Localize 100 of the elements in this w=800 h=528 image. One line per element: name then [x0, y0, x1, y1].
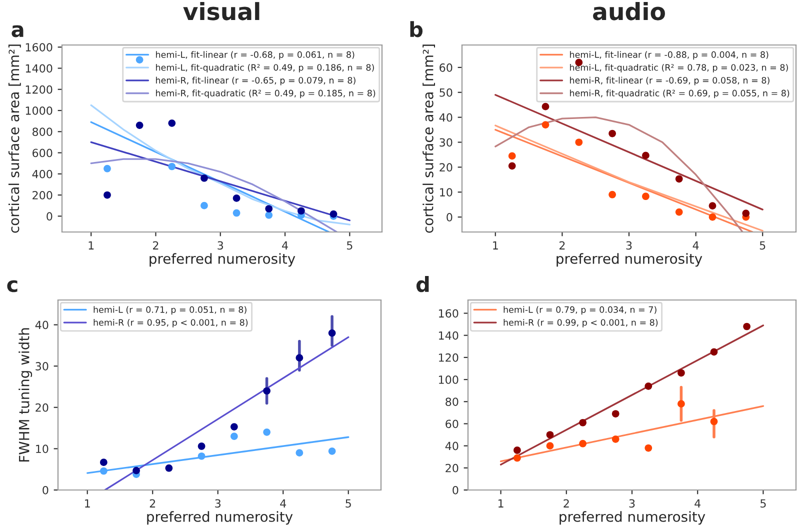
y-tick-label: 20 — [36, 403, 48, 412]
legend-label: hemi-R, fit-linear (r = -0.65, p = 0.079, n = 8) — [156, 76, 356, 86]
legend-label: hemi-R, fit-quadratic (R² = 0.69, p = 0.055, n = 8) — [570, 90, 790, 98]
x-tick-label: 4 — [692, 241, 699, 250]
point — [230, 423, 238, 430]
point — [642, 152, 650, 160]
y-tick-label: 50 — [440, 88, 452, 97]
y-tick-label: 600 — [32, 148, 52, 158]
x-axis-title: preferred numerosity — [556, 253, 702, 267]
point — [678, 400, 685, 408]
x-axis-title: preferred numerosity — [150, 253, 296, 267]
point — [296, 449, 304, 456]
point — [642, 192, 650, 200]
point — [608, 190, 616, 198]
y-tick-label: 1200 — [26, 85, 52, 94]
chart-title: audio — [593, 2, 665, 20]
point — [678, 369, 685, 377]
point — [230, 432, 238, 440]
y-tick-label: 10 — [36, 444, 48, 454]
point — [168, 120, 176, 127]
x-tick-label: 3 — [215, 499, 221, 508]
x-tick-label: 1 — [88, 241, 94, 250]
point — [298, 207, 305, 215]
x-tick-label: 1 — [493, 241, 498, 250]
y-tick-label: 40 — [445, 442, 458, 450]
x-tick-label: 5 — [760, 241, 766, 250]
point — [608, 130, 616, 138]
y-tick-label: 80 — [446, 398, 458, 406]
point — [296, 354, 304, 362]
y-tick-label: 200 — [32, 190, 52, 200]
line-series — [90, 104, 351, 226]
point — [265, 211, 273, 219]
y-tick-label: 140 — [438, 331, 458, 340]
point — [546, 431, 554, 438]
y-tick-label: 60 — [440, 63, 452, 72]
x-tick-label: 3 — [218, 241, 224, 250]
y-tick-label: 0 — [46, 212, 52, 221]
point — [708, 202, 716, 210]
point — [514, 446, 521, 454]
x-tick-label: 1 — [85, 499, 90, 508]
point — [579, 418, 586, 426]
y-tick-label: 60 — [446, 420, 458, 428]
y-tick-label: 0 — [446, 213, 452, 222]
y-tick-label: 20 — [446, 464, 458, 472]
point — [708, 213, 716, 221]
x-tick-label: 2 — [150, 499, 156, 508]
point — [263, 428, 270, 436]
y-axis-title: cortical surface area [mm²] — [422, 44, 435, 233]
y-axis-title: cortical surface area [mm²] — [8, 44, 21, 233]
point — [675, 208, 683, 216]
y-tick-label: 30 — [36, 362, 48, 370]
point — [136, 122, 144, 129]
point — [232, 194, 240, 202]
legend-label: hemi-L, fit-quadratic (R² = 0.49, p = 0.186, n = 8) — [156, 64, 374, 72]
point — [104, 164, 111, 172]
point — [508, 162, 516, 170]
x-axis-title: preferred numerosity — [147, 511, 293, 525]
x-tick-label: 1 — [498, 499, 504, 508]
point — [100, 458, 108, 466]
y-tick-label: 120 — [438, 353, 458, 362]
legend-label: hemi-L (r = 0.79, p = 0.034, n = 7) — [504, 306, 656, 315]
y-tick-label: 0 — [452, 486, 458, 494]
point — [198, 442, 206, 450]
x-tick-label: 4 — [694, 499, 701, 508]
point — [743, 322, 750, 330]
point — [104, 191, 111, 199]
point — [644, 382, 652, 390]
x-tick-label: 2 — [153, 241, 158, 250]
y-tick-label: 30 — [440, 138, 452, 147]
point — [612, 436, 620, 443]
legend-label: hemi-R (r = 0.95, p < 0.001, n = 8) — [94, 318, 248, 328]
legend-label: hemi-L, fit-linear (r = -0.68, p = 0.061, n = 8) — [156, 51, 354, 60]
point — [100, 467, 108, 475]
point — [200, 202, 208, 210]
point — [263, 387, 270, 395]
x-tick-label: 2 — [559, 241, 565, 250]
point — [644, 444, 652, 452]
text: c — [7, 280, 18, 292]
point — [579, 440, 586, 448]
point — [546, 442, 554, 450]
point — [328, 329, 336, 337]
point — [198, 452, 206, 460]
point — [710, 418, 718, 426]
x-tick-label: 4 — [282, 241, 288, 250]
point — [612, 410, 620, 418]
point — [165, 464, 173, 472]
x-tick-label: 5 — [760, 499, 766, 508]
point — [575, 138, 583, 146]
y-tick-label: 800 — [32, 128, 52, 136]
legend-label: hemi-L, fit-linear (r = -0.88, p = 0.004, n = 8) — [570, 51, 768, 60]
x-tick-label: 2 — [564, 499, 569, 508]
point — [132, 466, 140, 474]
x-axis-title: preferred numerosity — [560, 511, 706, 525]
y-tick-label: 160 — [438, 309, 458, 318]
chart-title: visual — [183, 2, 260, 20]
point — [508, 152, 516, 160]
y-axis-title: FWHM tuning width — [18, 328, 32, 462]
point — [710, 348, 718, 356]
line-series — [90, 158, 338, 232]
x-tick-label: 3 — [629, 499, 635, 508]
